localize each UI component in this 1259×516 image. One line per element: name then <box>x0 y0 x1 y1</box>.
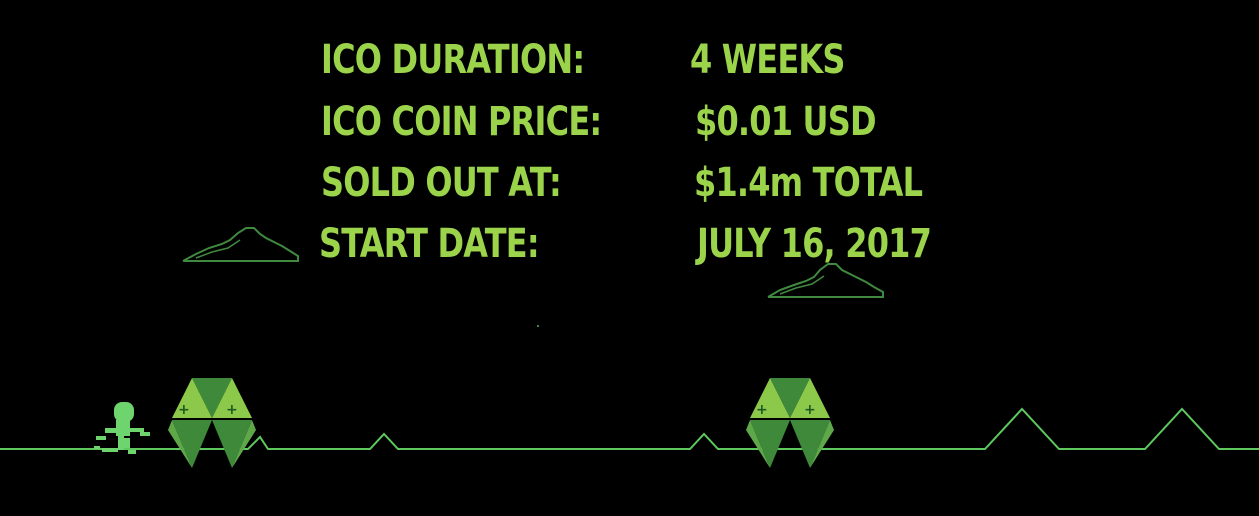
svg-text:+: + <box>226 402 238 418</box>
ico-duration-label: ICO DURATION: <box>321 37 585 83</box>
runner-character <box>94 402 150 454</box>
svg-text:+: + <box>756 402 768 418</box>
start-date-value: JULY 16, 2017 <box>697 221 932 267</box>
cloud-right-inner <box>779 275 825 295</box>
ico-duration-value: 4 WEEKS <box>690 37 845 83</box>
ico-coin-price-value: $0.01 USD <box>695 99 877 145</box>
ico-coin-price-label: ICO COIN PRICE: <box>321 99 602 145</box>
coin-obstacle-1: + + <box>168 378 256 468</box>
cloud-left-inner <box>195 239 241 259</box>
sold-out-label: SOLD OUT AT: <box>321 160 562 206</box>
sold-out-value: $1.4m TOTAL <box>694 160 923 206</box>
cloud-left <box>182 227 299 262</box>
cloud-right <box>767 263 884 298</box>
ground-line <box>0 407 1259 450</box>
coin-obstacle-2: + + <box>746 378 834 468</box>
start-date-label: START DATE: <box>319 221 540 267</box>
dust-speck <box>537 325 539 327</box>
svg-text:+: + <box>804 402 816 418</box>
svg-text:+: + <box>178 402 190 418</box>
